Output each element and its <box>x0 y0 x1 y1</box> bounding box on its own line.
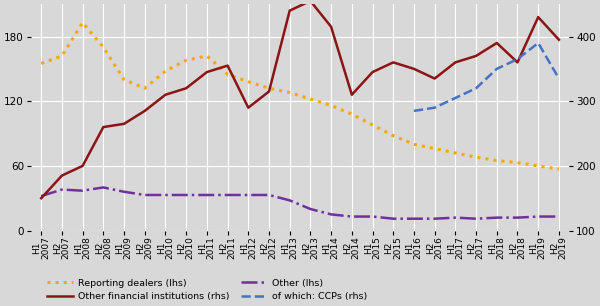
Legend: Reporting dealers (lhs), Other financial institutions (rhs), Other (lhs), of whi: Reporting dealers (lhs), Other financial… <box>47 278 367 301</box>
